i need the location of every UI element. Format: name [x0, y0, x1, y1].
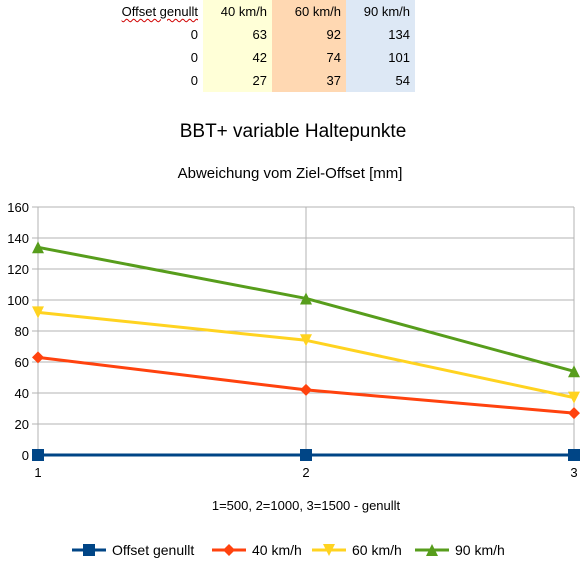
series-3 [32, 241, 580, 378]
table-cell: 63 [203, 23, 272, 46]
data-point [300, 449, 312, 461]
x-axis-label: 1=500, 2=1000, 3=1500 - genullt [212, 498, 401, 513]
data-point [300, 292, 312, 305]
data-point [568, 449, 580, 461]
data-point [32, 306, 44, 319]
data-point [32, 351, 44, 364]
table-row: 0 42 74 101 [108, 46, 415, 69]
data-point [32, 241, 44, 254]
legend-label: 40 km/h [252, 542, 302, 558]
table-cell: 92 [272, 23, 346, 46]
data-point [568, 391, 580, 404]
x-tick-label: 3 [570, 465, 577, 480]
table-cell: 74 [272, 46, 346, 69]
y-tick-label: 0 [22, 448, 29, 463]
table-header-cell: 40 km/h [203, 0, 272, 23]
legend-item: Offset genullt [72, 542, 194, 558]
y-tick-label: 160 [7, 200, 29, 215]
table-row: 0 27 37 54 [108, 69, 415, 92]
y-tick-label: 60 [15, 355, 29, 370]
data-point [300, 383, 312, 396]
legend-label: 60 km/h [352, 542, 402, 558]
table-cell: 54 [346, 69, 415, 92]
table-row: 0 63 92 134 [108, 23, 415, 46]
y-tick-label: 140 [7, 231, 29, 246]
legend: Offset genullt 40 km/h 60 km/h 90 km/h [72, 542, 505, 558]
legend-label: Offset genullt [112, 542, 194, 558]
legend-swatch-marker [83, 544, 95, 556]
series-2 [32, 306, 580, 404]
x-tick-label: 1 [34, 465, 41, 480]
table-cell: 0 [108, 23, 203, 46]
legend-label: 90 km/h [455, 542, 505, 558]
table-cell: 37 [272, 69, 346, 92]
series-0 [32, 449, 580, 461]
x-tick-labels: 1 2 3 [34, 465, 577, 480]
data-point [300, 334, 312, 347]
header-offset: Offset genullt [121, 4, 198, 19]
legend-swatch-marker [223, 544, 235, 556]
y-tick-labels: 0 20 40 60 80 100 120 140 160 [7, 200, 29, 463]
table-cell: 101 [346, 46, 415, 69]
legend-item: 40 km/h [212, 542, 302, 558]
legend-item: 90 km/h [415, 542, 505, 558]
chart-subtitle: Abweichung vom Ziel-Offset [mm] [178, 165, 403, 182]
table-cell: 134 [346, 23, 415, 46]
table-cell: 0 [108, 69, 203, 92]
y-tick-label: 100 [7, 293, 29, 308]
data-table: Offset genullt 40 km/h 60 km/h 90 km/h 0… [108, 0, 415, 92]
legend-swatch-marker [426, 544, 438, 556]
data-point [568, 407, 580, 420]
table-header-cell: Offset genullt [108, 0, 203, 23]
legend-item: 60 km/h [312, 542, 402, 558]
data-point [568, 365, 580, 378]
table-cell: 42 [203, 46, 272, 69]
table-cell: 27 [203, 69, 272, 92]
legend-swatch-marker [323, 544, 335, 556]
series-group [32, 241, 580, 461]
gridlines [37, 206, 575, 455]
table-header-cell: 60 km/h [272, 0, 346, 23]
series-1 [32, 351, 580, 420]
data-point [32, 449, 44, 461]
table-header-cell: 90 km/h [346, 0, 415, 23]
y-tick-label: 120 [7, 262, 29, 277]
y-tick-label: 80 [15, 324, 29, 339]
table-header-row: Offset genullt 40 km/h 60 km/h 90 km/h [108, 0, 415, 23]
y-tick-label: 20 [15, 417, 29, 432]
table-cell: 0 [108, 46, 203, 69]
x-tick-label: 2 [302, 465, 309, 480]
chart-title: BBT+ variable Haltepunkte [180, 121, 407, 142]
axes [32, 206, 575, 461]
y-tick-label: 40 [15, 386, 29, 401]
